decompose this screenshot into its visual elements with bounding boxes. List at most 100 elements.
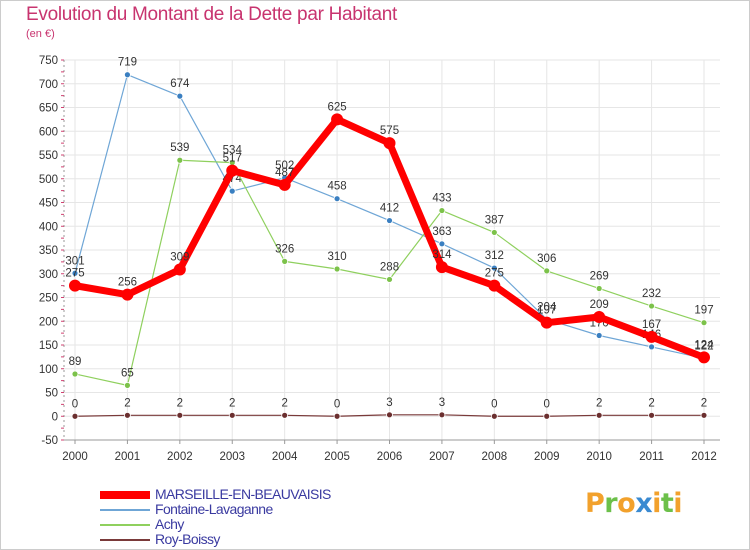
data-point [438, 240, 446, 248]
data-point [595, 411, 603, 419]
data-label: 269 [590, 270, 609, 282]
data-point [383, 137, 396, 150]
data-label: 288 [380, 261, 399, 273]
legend-swatch [100, 509, 150, 511]
data-point [490, 229, 498, 236]
x-tick-label: 2012 [691, 451, 717, 463]
data-point [593, 310, 606, 323]
logo-letter: t [660, 488, 674, 519]
data-point [121, 288, 134, 301]
data-point [700, 319, 708, 327]
data-label: 674 [170, 78, 190, 90]
data-point [490, 264, 498, 272]
data-label: 65 [121, 367, 134, 379]
proxiti-logo: Proxiti [585, 488, 683, 519]
data-label: 326 [275, 243, 294, 255]
legend-label: Achy [155, 516, 184, 532]
data-label: 197 [537, 305, 556, 317]
data-label: 122 [694, 340, 713, 352]
data-label: 2 [596, 397, 602, 409]
data-point [228, 411, 236, 419]
data-point [173, 263, 186, 276]
data-label: 275 [485, 268, 504, 280]
y-tick-label: -50 [41, 435, 58, 447]
data-label: 487 [275, 167, 294, 179]
y-tick-label: 100 [39, 364, 58, 376]
x-tick-label: 2006 [377, 451, 403, 463]
data-label: 89 [69, 356, 82, 368]
y-tick-label: 0 [52, 411, 58, 423]
y-tick-label: 200 [39, 316, 58, 328]
data-label: 301 [65, 255, 84, 267]
data-point [71, 412, 79, 420]
data-label: 0 [491, 398, 497, 410]
y-tick-label: 600 [39, 126, 58, 138]
legend-item: Roy-Boissy [100, 531, 360, 547]
chart-subtitle: (en €) [26, 28, 55, 40]
data-label: 306 [537, 253, 556, 265]
y-tick-label: 50 [45, 388, 58, 400]
y-tick-label: 450 [39, 198, 58, 210]
legend-label: MARSEILLE-EN-BEAUVAISIS [155, 486, 331, 502]
data-point [490, 412, 498, 420]
y-tick-label: 650 [39, 103, 58, 115]
data-point [333, 195, 341, 203]
x-tick-label: 2004 [272, 451, 298, 463]
data-point [278, 178, 291, 191]
y-tick-label: 300 [39, 269, 58, 281]
data-label: 314 [432, 249, 452, 261]
x-tick-label: 2009 [534, 451, 560, 463]
y-tick-label: 700 [39, 79, 58, 91]
data-point [543, 412, 551, 420]
x-tick-label: 2008 [482, 451, 508, 463]
data-label: 309 [170, 251, 189, 263]
data-label: 310 [327, 251, 346, 263]
data-point [540, 316, 553, 329]
data-label: 2 [701, 397, 707, 409]
data-label: 232 [642, 288, 661, 300]
data-label: 256 [118, 277, 137, 289]
x-tick-label: 2003 [219, 451, 245, 463]
logo-letter: P [585, 488, 605, 519]
legend-item: Achy [100, 516, 360, 532]
data-point [438, 207, 446, 214]
data-point [331, 113, 344, 126]
data-point [281, 257, 289, 265]
data-point [124, 71, 131, 79]
data-label: 275 [65, 268, 84, 280]
data-point [176, 92, 184, 100]
data-label: 719 [118, 57, 137, 69]
data-label: 363 [432, 226, 451, 238]
data-point [228, 187, 236, 195]
data-label: 204 [537, 301, 557, 313]
data-point [700, 411, 708, 419]
data-label: 3 [386, 397, 392, 409]
data-label: 2 [648, 397, 654, 409]
data-point [595, 332, 603, 339]
y-tick-label: 150 [39, 340, 58, 352]
data-point [386, 411, 393, 419]
data-label: 209 [590, 299, 609, 311]
data-label: 124 [694, 339, 714, 351]
y-tick-label: 250 [39, 293, 58, 305]
chart-title: Evolution du Montant de la Dette par Hab… [26, 4, 397, 25]
data-point [698, 351, 710, 364]
series-marseille-en-beauvaisis: 275 256 309 517 487 625 575 314 275 197 209 167 124 [65, 101, 714, 364]
x-tick-label: 2002 [167, 451, 193, 463]
x-tick-label: 2007 [429, 451, 455, 463]
series-achy: 89 65 539 534 326 310 288 433 387 306 269 232 197 [69, 142, 714, 389]
data-label: 2 [229, 397, 235, 409]
data-point [386, 276, 393, 283]
data-label: 575 [380, 125, 399, 137]
series-roy-boissy: 0 2 2 2 2 0 3 3 0 0 2 2 2 [71, 397, 708, 420]
logo-letter: o [617, 488, 636, 519]
data-point [176, 411, 184, 419]
legend-swatch [100, 491, 150, 499]
x-tick-label: 2010 [586, 451, 612, 463]
data-label: 167 [642, 319, 661, 331]
legend-item: MARSEILLE-EN-BEAUVAISIS [100, 486, 360, 502]
data-label: 0 [334, 398, 340, 410]
data-point [488, 279, 501, 292]
data-label: 517 [223, 153, 242, 165]
